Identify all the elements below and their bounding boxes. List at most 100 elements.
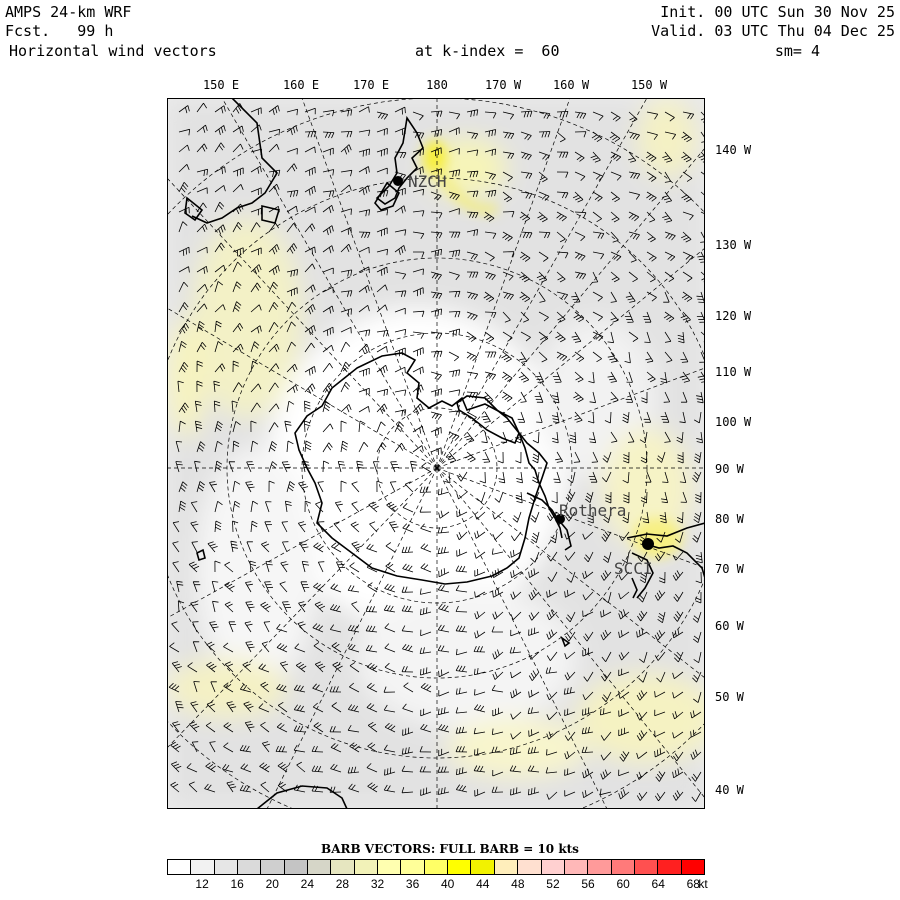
wind-barb	[574, 171, 586, 181]
wind-barb	[286, 400, 295, 413]
wind-barb	[509, 765, 522, 773]
wind-barb	[402, 523, 414, 533]
wind-barb	[474, 551, 486, 559]
wind-barb	[636, 730, 648, 741]
wind-barb	[681, 231, 692, 243]
wind-barb	[662, 211, 673, 223]
color-bar-tick: 36	[405, 877, 420, 891]
wind-barb	[311, 765, 324, 773]
wind-barb	[574, 211, 587, 219]
wind-barb	[402, 563, 414, 573]
wind-barb	[664, 231, 676, 241]
wind-barb	[268, 143, 280, 153]
wind-barb	[618, 769, 630, 777]
wind-barb	[501, 371, 513, 382]
lon-label-top: 180	[426, 78, 448, 92]
wind-barb	[430, 427, 442, 437]
wind-barb	[231, 400, 238, 413]
wind-barb	[694, 411, 702, 424]
wind-barb	[214, 264, 226, 273]
wind-barb	[430, 291, 443, 300]
wind-barb	[565, 511, 576, 522]
wind-barb	[502, 291, 514, 300]
wind-barb	[639, 571, 648, 584]
wind-barb	[312, 702, 324, 713]
wind-barb	[340, 381, 351, 393]
wind-barb	[646, 211, 656, 223]
wind-barb	[194, 400, 202, 413]
wind-barb	[538, 131, 551, 138]
wind-barb	[232, 301, 242, 313]
wind-barb	[618, 609, 630, 620]
wind-barb	[384, 623, 396, 633]
wind-barb	[250, 282, 261, 293]
wind-barb	[286, 269, 299, 277]
wind-barb	[250, 264, 262, 275]
wind-barb	[250, 165, 262, 174]
wind-barb	[358, 209, 371, 217]
wind-barb	[258, 663, 270, 673]
wind-barb	[534, 391, 544, 403]
wind-barb	[582, 707, 594, 716]
wind-barb	[366, 662, 378, 673]
wind-barb	[491, 626, 503, 633]
wind-barb	[438, 748, 450, 757]
wind-barb	[677, 331, 685, 344]
wind-barb	[250, 187, 262, 196]
wind-barb	[196, 143, 208, 153]
wind-barb	[419, 506, 432, 513]
wind-barb	[367, 721, 378, 733]
wind-barb	[437, 645, 450, 653]
wind-barb	[446, 451, 457, 463]
wind-barb	[304, 263, 316, 273]
wind-barb	[376, 346, 388, 353]
wind-barb	[224, 561, 234, 573]
wind-barb	[680, 351, 689, 363]
wind-barb	[286, 341, 296, 353]
wind-barb	[484, 189, 497, 198]
wind-barb	[484, 171, 497, 180]
map-frame	[167, 98, 705, 809]
wind-barb	[250, 440, 259, 453]
wind-barb	[456, 509, 468, 518]
color-bar-tick: 40	[441, 877, 455, 891]
wind-barb	[313, 582, 324, 593]
wind-barb	[600, 609, 612, 618]
wind-barb	[286, 481, 295, 493]
wind-barb	[455, 687, 468, 695]
wind-barb	[268, 422, 279, 433]
wind-barb	[194, 460, 201, 473]
color-bar-tick: 28	[335, 877, 350, 891]
wind-barb	[358, 343, 370, 355]
wind-barb	[250, 383, 262, 393]
wind-barb	[214, 460, 223, 473]
wind-barb	[412, 384, 424, 395]
wind-barb	[214, 420, 223, 433]
wind-barb	[510, 671, 522, 679]
wind-barb	[224, 601, 234, 613]
wind-barb	[367, 742, 378, 753]
wind-barb	[482, 391, 493, 403]
wind-barb	[645, 351, 654, 363]
wind-barb	[663, 391, 671, 403]
wind-barb	[494, 491, 504, 503]
wind-barb	[528, 670, 540, 681]
wind-barb	[448, 311, 461, 318]
wind-barb	[170, 741, 181, 753]
wind-barb	[564, 768, 576, 776]
wind-barb	[700, 231, 705, 243]
wind-barb	[510, 531, 522, 542]
wind-barb	[502, 311, 511, 323]
wind-barb	[358, 185, 370, 196]
wind-barb	[376, 209, 389, 216]
wind-barb	[674, 651, 684, 663]
wind-barb	[682, 251, 694, 261]
wind-barb	[437, 624, 450, 633]
wind-barb	[484, 371, 497, 380]
wind-barb	[546, 731, 558, 740]
wind-barb	[628, 231, 640, 240]
wind-barb	[193, 681, 200, 693]
wind-barb	[204, 783, 216, 793]
wind-barb	[455, 585, 468, 593]
wind-barb	[228, 621, 237, 633]
